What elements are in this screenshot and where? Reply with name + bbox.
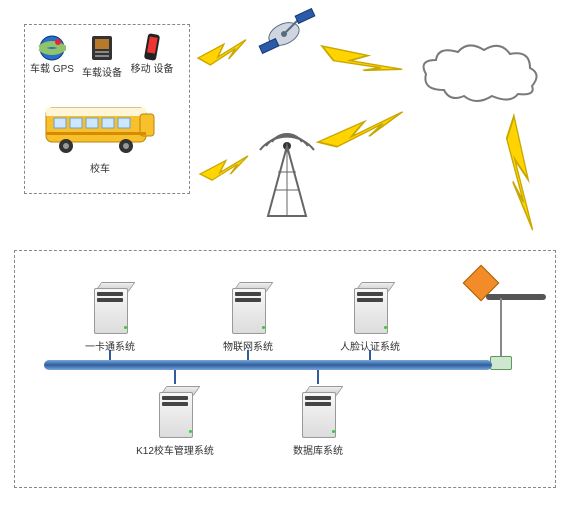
- obd-label: 车载设备: [82, 64, 122, 79]
- router-link: [500, 298, 502, 356]
- diagram-canvas: 车载 GPS 车载设备 移动 设备 校车: [0, 0, 568, 506]
- server-iot-label: 物联网系统: [223, 338, 273, 353]
- server-face: [350, 280, 390, 334]
- satellite-icon: [258, 8, 318, 63]
- school-bus-label: 校车: [90, 160, 110, 175]
- cloud-icon: [414, 40, 544, 113]
- server-db: [298, 384, 338, 438]
- server-card: [90, 280, 130, 334]
- school-bus-icon: [40, 98, 160, 161]
- server-iot: [228, 280, 268, 334]
- cell-tower-icon: [252, 112, 322, 225]
- gps-label: 车载 GPS: [30, 64, 74, 75]
- gps-icon: [38, 34, 66, 65]
- server-db-link: [317, 370, 319, 384]
- server-db-label: 数据库系统: [293, 442, 343, 457]
- mobile-label: 移动 设备: [131, 64, 174, 75]
- switch-icon: [486, 294, 546, 300]
- modem-icon: [490, 356, 512, 370]
- backbone-bus: [44, 360, 492, 370]
- mobile-icon: [140, 32, 164, 67]
- server-k12-link: [174, 370, 176, 384]
- server-card-label: 一卡通系统: [85, 338, 135, 353]
- server-k12: [155, 384, 195, 438]
- server-k12-label: K12校车管理系统: [136, 442, 214, 457]
- server-face-label: 人脸认证系统: [340, 338, 400, 353]
- obd-icon: [88, 34, 116, 65]
